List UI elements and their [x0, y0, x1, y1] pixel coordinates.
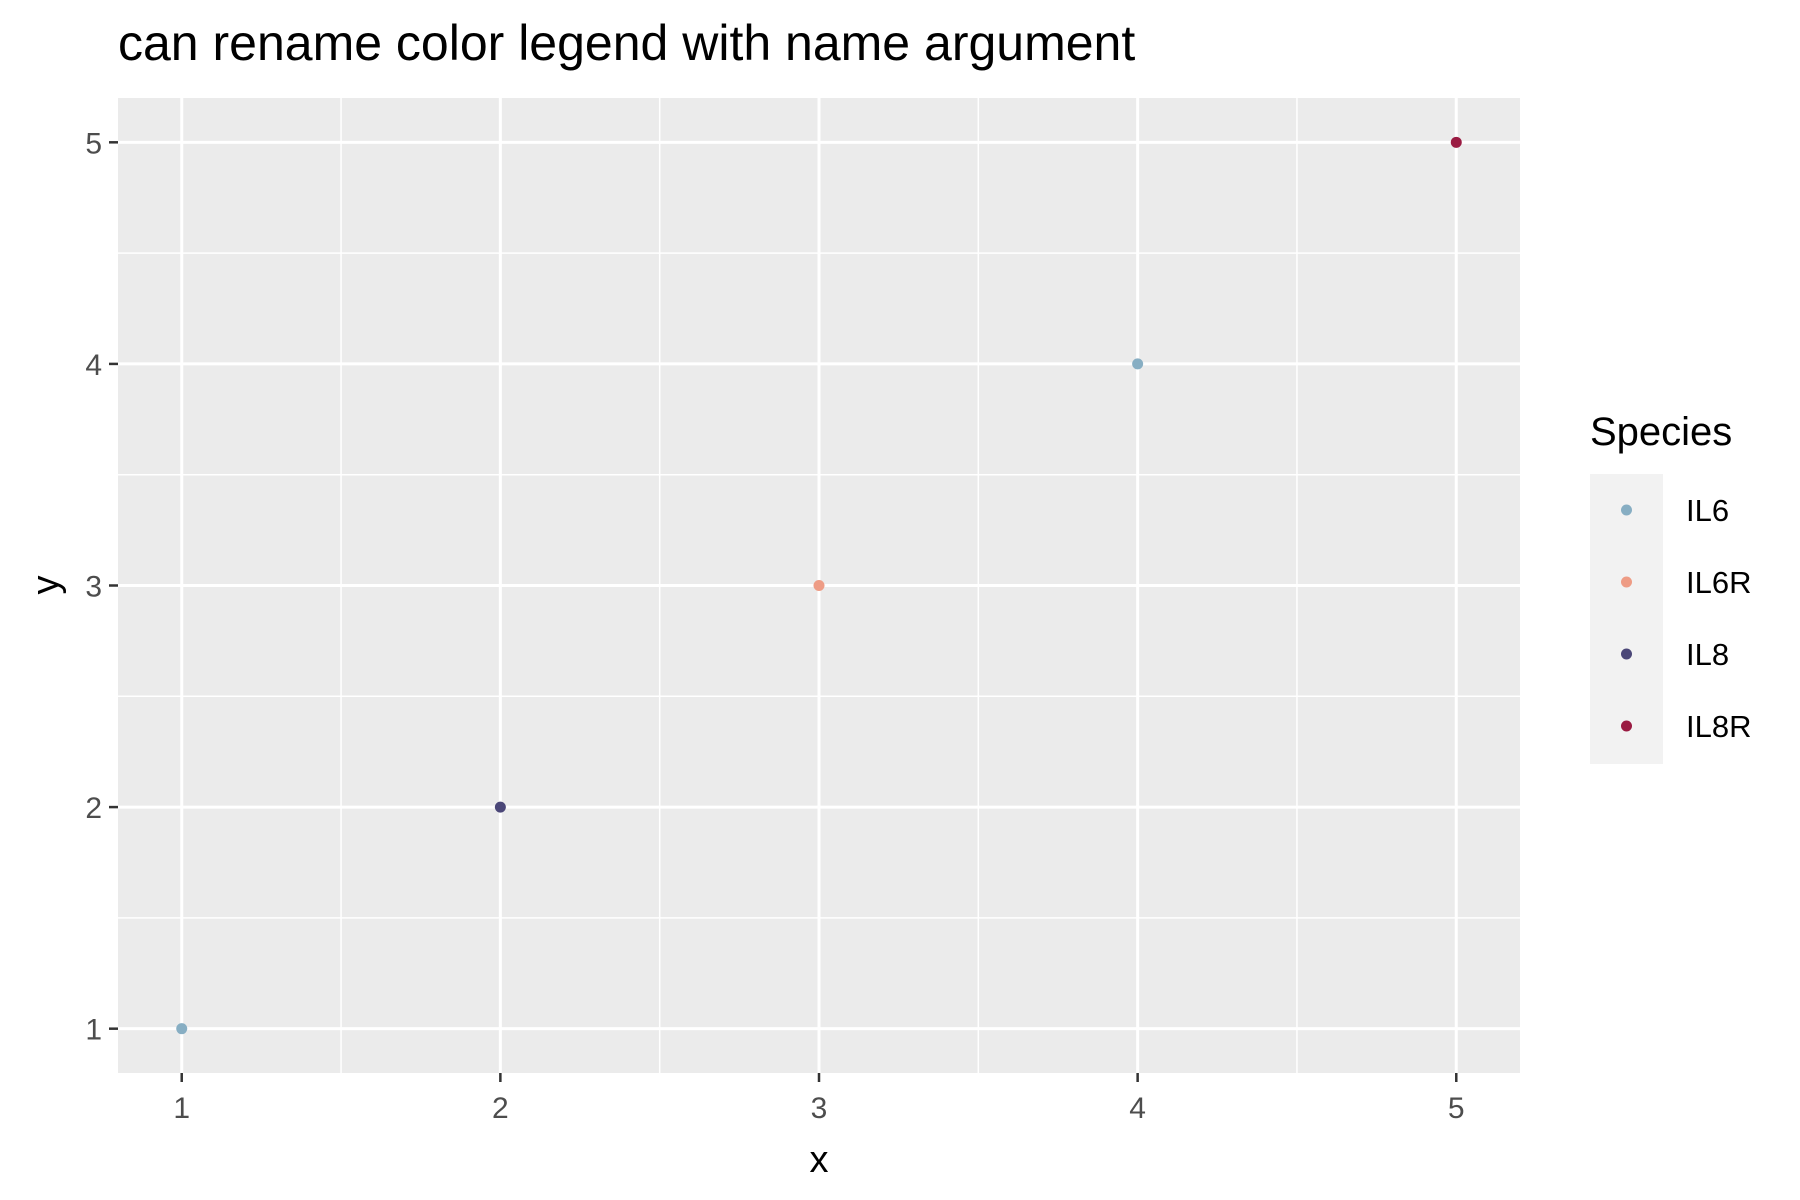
data-point-il6	[1132, 358, 1144, 370]
x-tick-label: 1	[173, 1092, 190, 1125]
y-tick-label: 1	[85, 1014, 102, 1047]
y-tick-label: 4	[85, 349, 102, 382]
legend-key-il6	[1621, 504, 1632, 516]
y-tick-label: 5	[85, 127, 102, 160]
data-point-il6r	[813, 580, 825, 591]
chart-title: can rename color legend with name argume…	[118, 15, 1135, 71]
legend-label-il6r: IL6R	[1686, 565, 1751, 600]
data-points	[176, 136, 1462, 1035]
x-tick-label: 4	[1129, 1092, 1146, 1125]
legend-entries: IL6 IL6R IL8 IL8R	[1621, 493, 1751, 744]
x-tick-label: 3	[811, 1092, 828, 1125]
y-tick-label: 3	[85, 571, 102, 604]
data-point-il8	[494, 801, 506, 813]
legend-label-il6: IL6	[1686, 493, 1729, 528]
legend-key-il8r	[1621, 720, 1632, 732]
legend-key-il6r	[1621, 576, 1632, 588]
legend-key-background	[1590, 474, 1663, 764]
y-tick-label: 2	[85, 792, 102, 825]
legend: Species IL6 IL6R IL8 IL8R	[1590, 410, 1751, 764]
x-axis-title: x	[810, 1139, 829, 1181]
legend-label-il8: IL8	[1686, 637, 1729, 672]
y-axis-ticks: 1 2 3 4 5	[85, 127, 118, 1047]
data-point-il6	[176, 1023, 188, 1035]
x-tick-label: 5	[1448, 1092, 1465, 1125]
legend-title: Species	[1590, 410, 1732, 454]
x-tick-label: 2	[492, 1092, 509, 1125]
legend-label-il8r: IL8R	[1686, 709, 1751, 744]
y-axis-title: y	[25, 576, 67, 595]
data-point-il8r	[1450, 136, 1462, 148]
legend-key-il8	[1621, 648, 1632, 660]
x-axis-ticks: 1 2 3 4 5	[173, 1073, 1465, 1125]
